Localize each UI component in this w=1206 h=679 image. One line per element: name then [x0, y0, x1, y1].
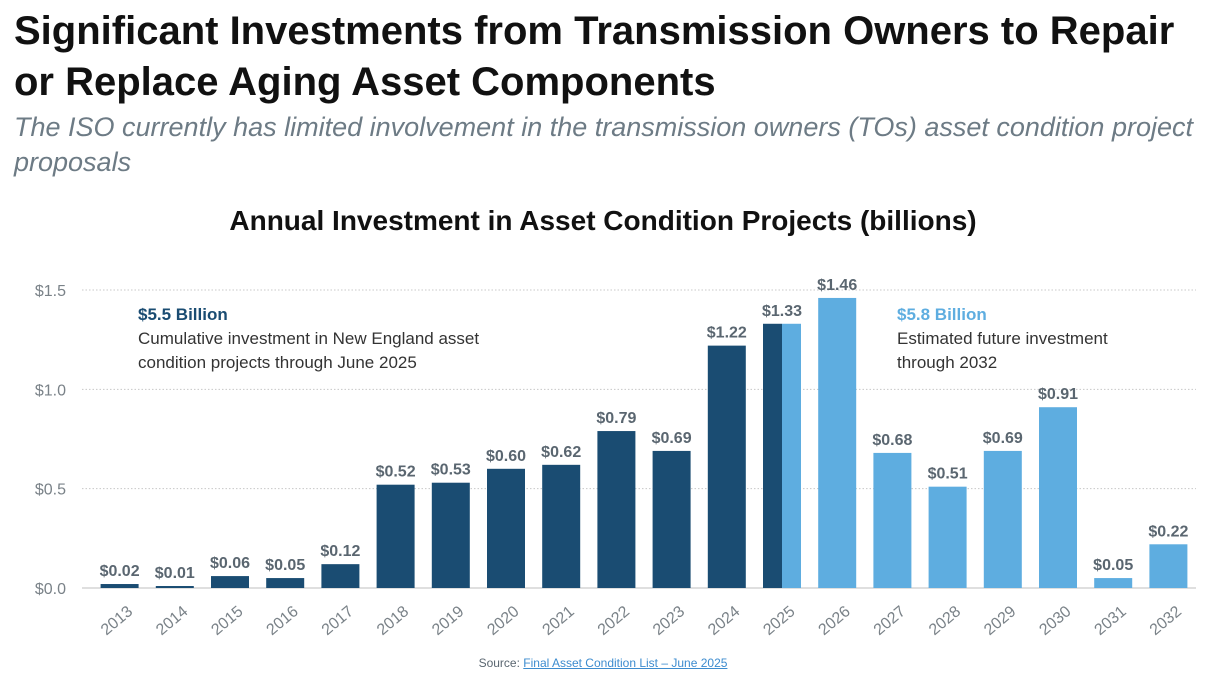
data-label: $0.79: [596, 410, 636, 427]
x-tick-label: 2028: [926, 603, 964, 639]
data-label: $0.53: [431, 462, 471, 479]
bar: [211, 576, 249, 588]
x-tick-label: 2025: [760, 603, 798, 639]
source-link[interactable]: Final Asset Condition List – June 2025: [523, 656, 728, 670]
data-label: $0.69: [983, 430, 1023, 447]
annotation-historical: $5.5 Billion Cumulative investment in Ne…: [138, 303, 479, 375]
data-label: $0.06: [210, 555, 250, 572]
y-tick-label: $1.0: [35, 382, 66, 399]
x-tick-label: 2019: [429, 603, 467, 639]
x-tick-label: 2014: [153, 603, 191, 639]
x-tick-label: 2020: [484, 603, 522, 639]
data-label: $1.22: [707, 325, 747, 342]
annotation-historical-head: $5.5 Billion: [138, 305, 228, 324]
data-label: $1.33: [762, 303, 802, 320]
annotation-historical-line2: condition projects through June 2025: [138, 353, 417, 372]
data-label: $0.91: [1038, 386, 1078, 403]
x-tick-label: 2021: [540, 603, 578, 639]
x-tick-label: 2018: [374, 603, 412, 639]
x-tick-label: 2022: [595, 603, 633, 639]
data-label: $0.60: [486, 448, 526, 465]
x-tick-label: 2017: [319, 603, 357, 639]
bar: [818, 297, 857, 588]
bar: [376, 484, 415, 588]
data-label: $0.05: [1093, 557, 1133, 574]
x-tick-label: 2030: [1036, 603, 1074, 639]
y-tick-label: $0.5: [35, 482, 66, 499]
x-tick-label: 2023: [650, 603, 688, 639]
chart-title: Annual Investment in Asset Condition Pro…: [229, 205, 977, 236]
x-tick-label: 2026: [816, 603, 854, 639]
source-prefix: Source:: [478, 656, 524, 670]
bar: [266, 578, 305, 588]
y-tick-label: $1.5: [35, 283, 66, 300]
bar: [1039, 407, 1077, 588]
bar: [652, 450, 691, 588]
bar: [487, 468, 525, 588]
x-tick-label: 2032: [1147, 603, 1185, 639]
annotation-future-head: $5.8 Billion: [897, 305, 987, 324]
annotation-future: $5.8 Billion Estimated future investment…: [897, 303, 1108, 375]
bar: [321, 564, 360, 588]
data-label: $0.69: [652, 430, 692, 447]
source-note: Source: Final Asset Condition List – Jun…: [0, 656, 1206, 670]
bar: [763, 323, 782, 588]
x-tick-label: 2013: [98, 603, 136, 639]
annotation-future-line2: through 2032: [897, 353, 998, 372]
bar: [873, 452, 912, 588]
page-subtitle: The ISO currently has limited involvemen…: [14, 112, 1193, 177]
data-label: $1.46: [817, 277, 857, 294]
x-tick-label: 2029: [981, 603, 1019, 639]
data-label: $0.51: [928, 466, 968, 483]
bar: [431, 482, 470, 588]
bar: [1094, 578, 1133, 588]
bar: [597, 431, 636, 588]
x-tick-label: 2015: [208, 603, 246, 639]
bar: [782, 323, 801, 588]
bar: [1149, 544, 1188, 588]
bar: [155, 586, 194, 588]
x-tick-label: 2016: [264, 603, 302, 639]
page-title: Significant Investments from Transmissio…: [14, 9, 1175, 104]
data-label: $0.68: [872, 432, 912, 449]
x-tick-label: 2024: [705, 603, 743, 639]
data-label: $0.22: [1148, 523, 1188, 540]
bar: [542, 464, 581, 588]
data-label: $0.05: [265, 557, 305, 574]
y-tick-label: $0.0: [35, 581, 66, 598]
bar: [100, 584, 139, 588]
bar: [707, 345, 746, 588]
bar: [983, 450, 1022, 588]
x-tick-label: 2031: [1092, 603, 1130, 639]
data-label: $0.12: [320, 543, 360, 560]
x-tick-label: 2027: [871, 603, 909, 639]
bar: [928, 486, 967, 588]
annotation-future-line1: Estimated future investment: [897, 329, 1108, 348]
annotation-historical-line1: Cumulative investment in New England ass…: [138, 329, 480, 348]
data-label: $0.01: [155, 565, 195, 582]
data-label: $0.62: [541, 444, 581, 461]
data-label: $0.02: [100, 563, 140, 580]
data-label: $0.52: [376, 464, 416, 481]
